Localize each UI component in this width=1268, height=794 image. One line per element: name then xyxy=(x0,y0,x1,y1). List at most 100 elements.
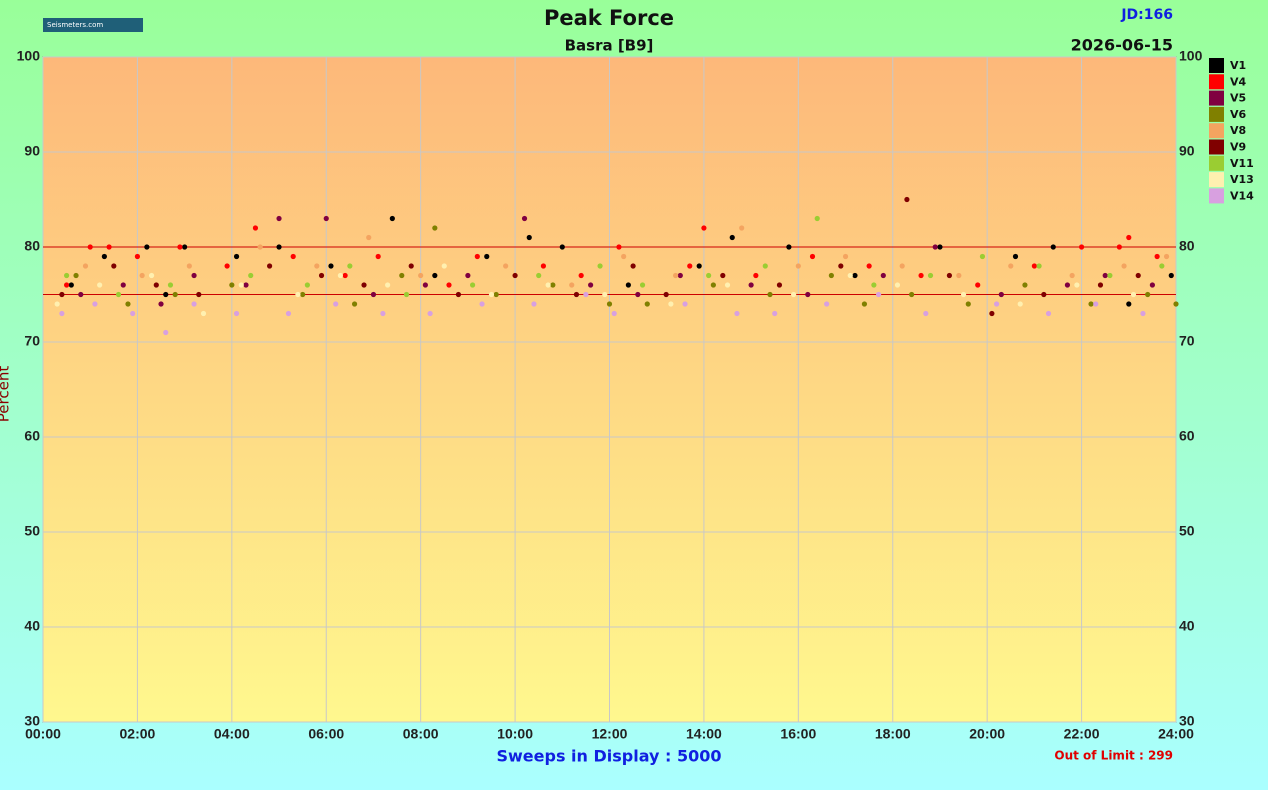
point xyxy=(559,244,565,250)
point xyxy=(927,272,934,279)
point xyxy=(767,291,773,298)
point xyxy=(824,301,830,307)
point xyxy=(918,272,924,279)
point xyxy=(370,291,377,298)
point xyxy=(304,282,310,288)
legend-swatch xyxy=(1209,155,1224,171)
out-of-limit: Out of Limit : 299 xyxy=(1054,749,1173,763)
point xyxy=(351,301,358,307)
point xyxy=(578,272,584,279)
point xyxy=(385,282,391,288)
point xyxy=(186,263,192,269)
point xyxy=(1088,301,1094,307)
point xyxy=(521,215,528,222)
point xyxy=(904,196,910,203)
point xyxy=(1135,272,1141,279)
point xyxy=(1145,291,1151,298)
legend-label: V1 xyxy=(1230,59,1246,72)
point xyxy=(569,282,575,288)
legend-swatch xyxy=(1209,106,1224,122)
point xyxy=(625,282,631,288)
point xyxy=(68,282,74,288)
point xyxy=(337,272,344,279)
point xyxy=(87,244,93,250)
point xyxy=(243,282,249,288)
point xyxy=(295,291,301,298)
point xyxy=(937,244,943,250)
point xyxy=(446,282,452,288)
point xyxy=(182,244,188,250)
x-tick-label: 00:00 xyxy=(25,726,61,742)
point xyxy=(894,282,901,288)
point xyxy=(276,244,282,250)
point xyxy=(285,310,292,317)
point xyxy=(314,263,320,269)
point xyxy=(474,253,480,260)
legend-label: V5 xyxy=(1230,92,1246,105)
y-tick-label: 60 xyxy=(24,428,40,444)
point xyxy=(729,234,735,241)
point xyxy=(488,291,495,298)
point xyxy=(422,282,428,288)
point xyxy=(687,263,693,269)
point xyxy=(1126,234,1132,241)
subtitle: Basra [B9] xyxy=(565,37,654,55)
point xyxy=(276,215,282,222)
point xyxy=(252,225,259,231)
point xyxy=(1069,272,1075,279)
point xyxy=(739,225,745,231)
point xyxy=(828,272,834,279)
point xyxy=(583,291,589,298)
point xyxy=(73,272,79,279)
x-tick-label: 22:00 xyxy=(1064,726,1100,742)
y-tick-label: 30 xyxy=(24,713,40,729)
point xyxy=(432,225,438,231)
point xyxy=(871,282,877,288)
point xyxy=(323,215,329,222)
x-tick-label: 18:00 xyxy=(875,726,911,742)
point xyxy=(1036,263,1042,269)
point xyxy=(573,291,580,298)
legend-label: V14 xyxy=(1230,189,1254,202)
point xyxy=(148,272,155,279)
point xyxy=(668,301,674,307)
point xyxy=(101,253,107,260)
point xyxy=(1159,263,1165,269)
point xyxy=(791,291,797,298)
point xyxy=(418,272,424,279)
point xyxy=(1149,282,1155,288)
point xyxy=(1017,301,1023,307)
point xyxy=(196,291,202,298)
legend-swatch xyxy=(1209,139,1224,155)
legend-swatch xyxy=(1209,58,1224,73)
point xyxy=(1173,301,1179,307)
point xyxy=(545,282,551,288)
y2-tick-label: 70 xyxy=(1179,333,1195,349)
point xyxy=(64,282,70,288)
point xyxy=(1012,253,1019,260)
point xyxy=(375,253,381,260)
y2-tick-label: 50 xyxy=(1179,523,1195,539)
point xyxy=(130,310,136,317)
y2-tick-label: 60 xyxy=(1179,428,1195,444)
legend-label: V8 xyxy=(1230,124,1246,137)
point xyxy=(710,282,716,288)
point xyxy=(1093,301,1099,307)
point xyxy=(493,291,499,298)
point xyxy=(408,263,414,269)
point xyxy=(1041,291,1047,298)
point xyxy=(158,301,164,307)
y-tick-label: 40 xyxy=(24,618,40,634)
y-tick-label: 70 xyxy=(24,333,40,349)
point xyxy=(427,310,433,317)
point xyxy=(630,263,636,269)
point xyxy=(531,301,537,307)
point xyxy=(120,282,126,288)
point xyxy=(92,301,98,307)
point xyxy=(1154,253,1160,260)
point xyxy=(677,272,683,279)
jd-label: JD:166 xyxy=(1120,7,1173,23)
point xyxy=(144,244,150,250)
point xyxy=(875,291,882,298)
point xyxy=(106,244,112,250)
